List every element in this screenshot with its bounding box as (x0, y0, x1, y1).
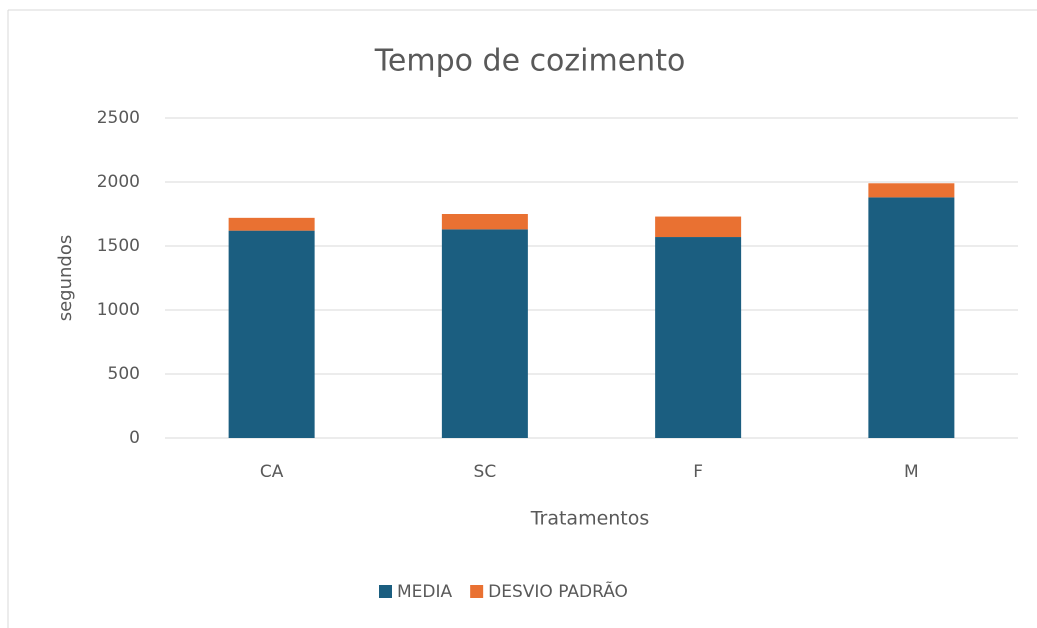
y-tick-label: 1500 (97, 236, 140, 256)
bar (228, 230, 315, 438)
legend-swatch (470, 585, 484, 598)
y-tick-label: 500 (108, 364, 140, 384)
legend-label: MEDIA (397, 582, 453, 602)
legend-swatch (379, 585, 392, 598)
chart-title: Tempo de cozimento (374, 44, 686, 79)
y-tick-label: 1000 (97, 300, 140, 320)
x-tick-label: M (904, 462, 919, 482)
x-tick-label: CA (260, 462, 284, 482)
x-tick-label: F (693, 462, 703, 482)
y-axis-label: segundos (55, 235, 76, 322)
bar (868, 183, 955, 198)
bar (228, 217, 315, 231)
legend-label: DESVIO PADRÃO (488, 580, 628, 602)
y-tick-label: 2000 (97, 172, 140, 192)
y-tick-label: 2500 (97, 108, 140, 128)
x-tick-label: SC (474, 462, 497, 482)
bar (655, 216, 742, 238)
y-tick-label: 0 (129, 428, 140, 448)
bar (868, 197, 955, 438)
bar (441, 229, 528, 438)
x-axis-label: Tratamentos (530, 508, 650, 530)
bar (441, 214, 528, 230)
bar (655, 237, 742, 438)
